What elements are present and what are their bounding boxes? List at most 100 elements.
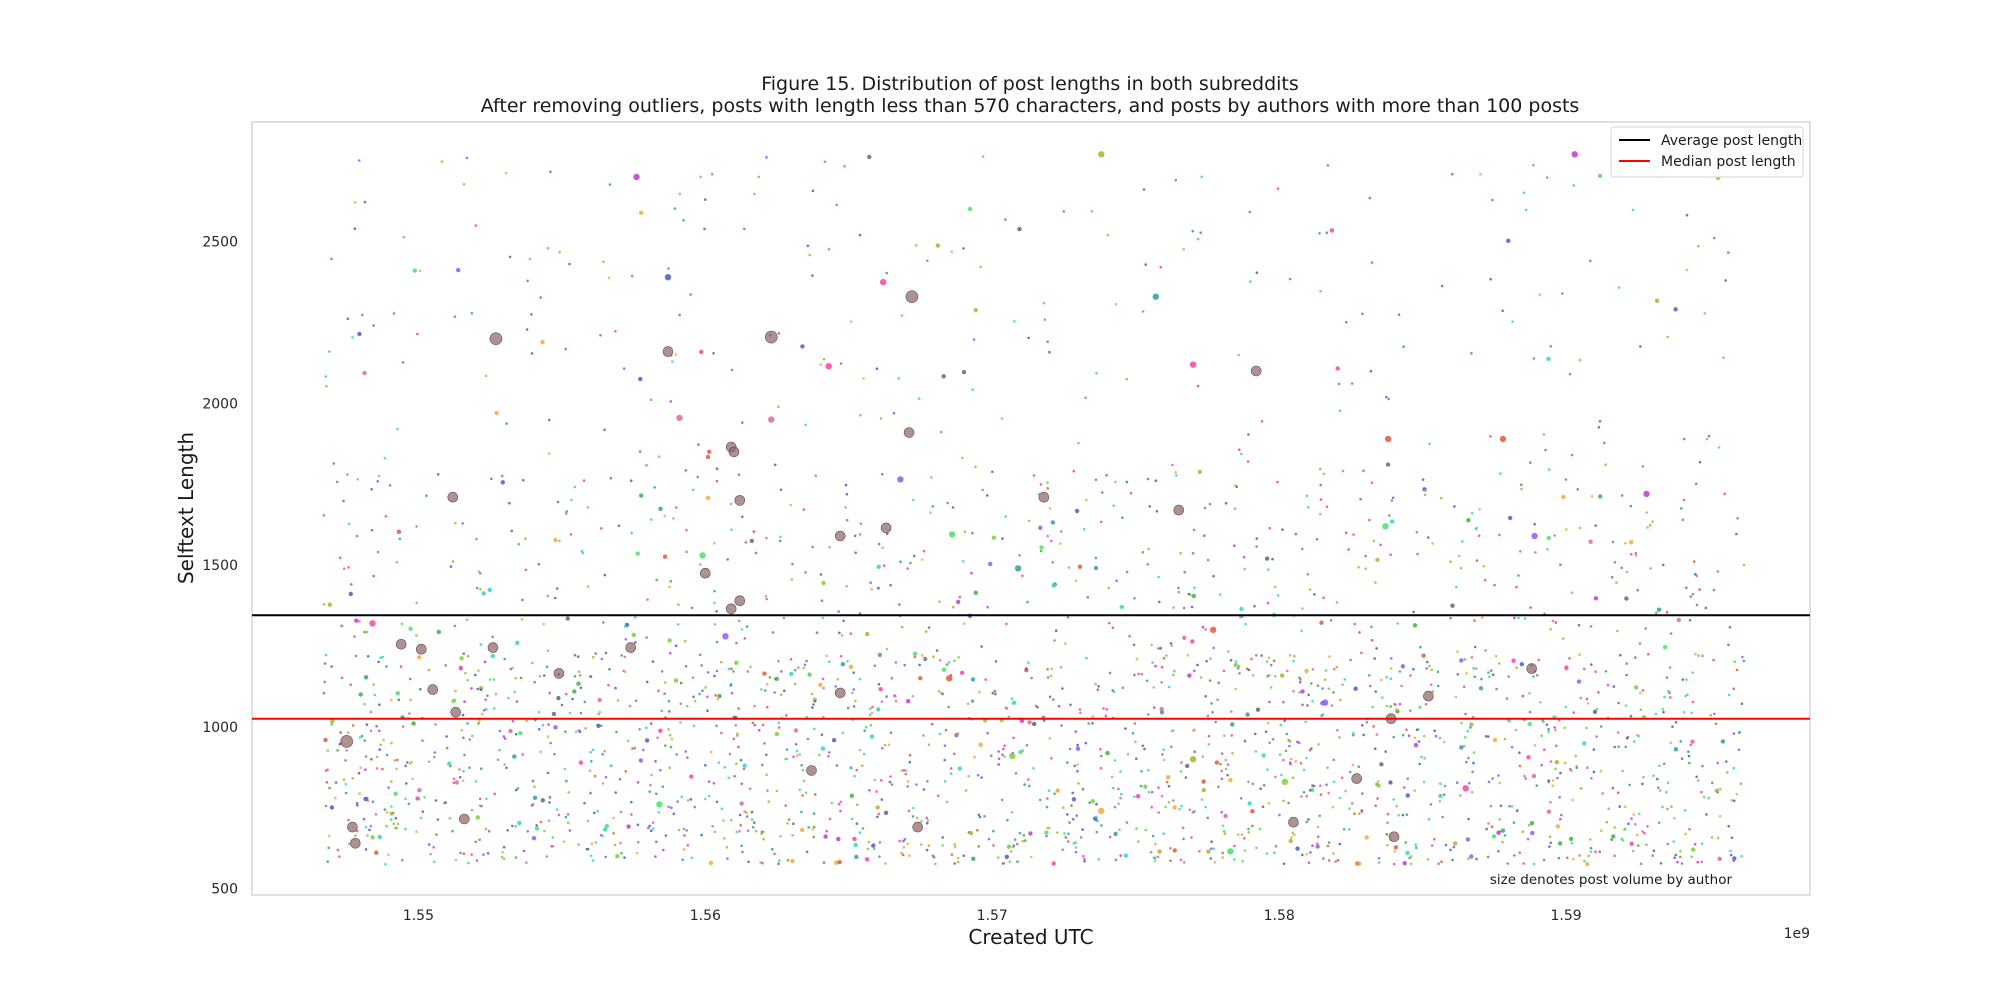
scatter-point (1549, 760, 1553, 763)
scatter-point (1336, 858, 1340, 862)
scatter-point (1365, 721, 1369, 724)
scatter-point (850, 817, 854, 821)
scatter-point (854, 551, 857, 554)
scatter-point (1350, 382, 1354, 385)
scatter-point (1242, 555, 1246, 559)
scatter-point (766, 789, 769, 792)
scatter-point (730, 528, 733, 531)
scatter-point (869, 581, 872, 584)
scatter-point (1074, 579, 1078, 583)
scatter-point (650, 518, 653, 521)
scatter-point (1379, 543, 1382, 547)
scatter-point (736, 734, 739, 737)
scatter-point (837, 859, 842, 865)
scatter-point (1679, 740, 1682, 743)
scatter-point (1668, 666, 1672, 669)
scatter-point (1066, 761, 1069, 764)
scatter-point (1389, 667, 1393, 670)
scatter-point (1707, 434, 1711, 438)
scatter-point (793, 668, 797, 672)
scatter-point (1728, 626, 1732, 629)
scatter-point (1140, 770, 1143, 773)
scatter-point (564, 347, 567, 351)
scatter-point (1392, 798, 1395, 801)
scatter-point (1576, 488, 1579, 491)
scatter-point (786, 822, 789, 825)
scatter-point (1077, 441, 1080, 445)
scatter-point (370, 488, 373, 491)
scatter-point (1576, 679, 1582, 684)
scatter-point (1624, 745, 1628, 749)
y-tick-label: 500 (211, 882, 238, 898)
scatter-point (727, 776, 730, 780)
scatter-point (1491, 673, 1495, 676)
scatter-point (1484, 649, 1487, 652)
scatter-point (918, 663, 921, 667)
scatter-point (1515, 666, 1518, 669)
scatter-point (1104, 714, 1108, 718)
scatter-point (1738, 731, 1741, 734)
scatter-point (844, 506, 847, 509)
scatter-point (344, 782, 348, 786)
scatter-point (903, 838, 907, 841)
scatter-point (459, 851, 462, 855)
scatter-point (1714, 788, 1720, 793)
scatter-point (1574, 754, 1577, 758)
scatter-point (648, 824, 651, 828)
scatter-point (1046, 487, 1049, 490)
scatter-point (903, 663, 906, 667)
scatter-point (1586, 702, 1590, 705)
scatter-point (966, 702, 970, 706)
scatter-point (600, 724, 603, 728)
scatter-point (392, 312, 396, 315)
scatter-point (821, 616, 825, 620)
scatter-point (994, 660, 998, 663)
scatter-point (363, 702, 366, 706)
scatter-point (777, 332, 781, 335)
scatter-point (1615, 581, 1618, 584)
scatter-point (1362, 469, 1365, 473)
scatter-point (1059, 666, 1063, 669)
scatter-point (1480, 616, 1484, 619)
scatter-point (465, 156, 469, 160)
scatter-point (1599, 725, 1603, 728)
scatter-point (1368, 684, 1372, 688)
scatter-point (820, 746, 826, 751)
scatter-point (1139, 784, 1143, 788)
scatter-point (346, 473, 349, 476)
scatter-point (1060, 530, 1063, 533)
scatter-point (751, 826, 755, 829)
scatter-point (461, 779, 465, 782)
scatter-point (1076, 769, 1079, 773)
scatter-point (723, 837, 726, 840)
scatter-point-large (656, 801, 663, 808)
scatter-point (1276, 187, 1280, 190)
scatter-point (477, 570, 481, 573)
scatter-point (1688, 827, 1691, 831)
scatter-point (630, 274, 634, 278)
scatter-point (1688, 761, 1691, 765)
scatter-point (1506, 238, 1511, 243)
scatter-point (1592, 709, 1598, 714)
scatter-point (1192, 528, 1196, 532)
scatter-point (1634, 554, 1638, 557)
scatter-point (565, 510, 569, 513)
scatter-point (1737, 748, 1741, 751)
scatter-point (1428, 664, 1431, 668)
scatter-point (1610, 838, 1613, 841)
scatter-point (745, 625, 749, 628)
scatter-point (460, 728, 464, 732)
scatter-point (1661, 563, 1665, 567)
scatter-point (1039, 483, 1043, 486)
scatter-point (1519, 662, 1525, 667)
scatter-point (576, 681, 581, 686)
scatter-point (1433, 837, 1436, 841)
scatter-point (462, 736, 465, 740)
scatter-point (1280, 773, 1283, 777)
scatter-point (811, 545, 814, 549)
scatter-point (1222, 669, 1226, 673)
scatter-point (1288, 654, 1292, 657)
scatter-point (1492, 737, 1498, 743)
scatter-point (1264, 730, 1268, 733)
scatter-point (614, 686, 617, 690)
